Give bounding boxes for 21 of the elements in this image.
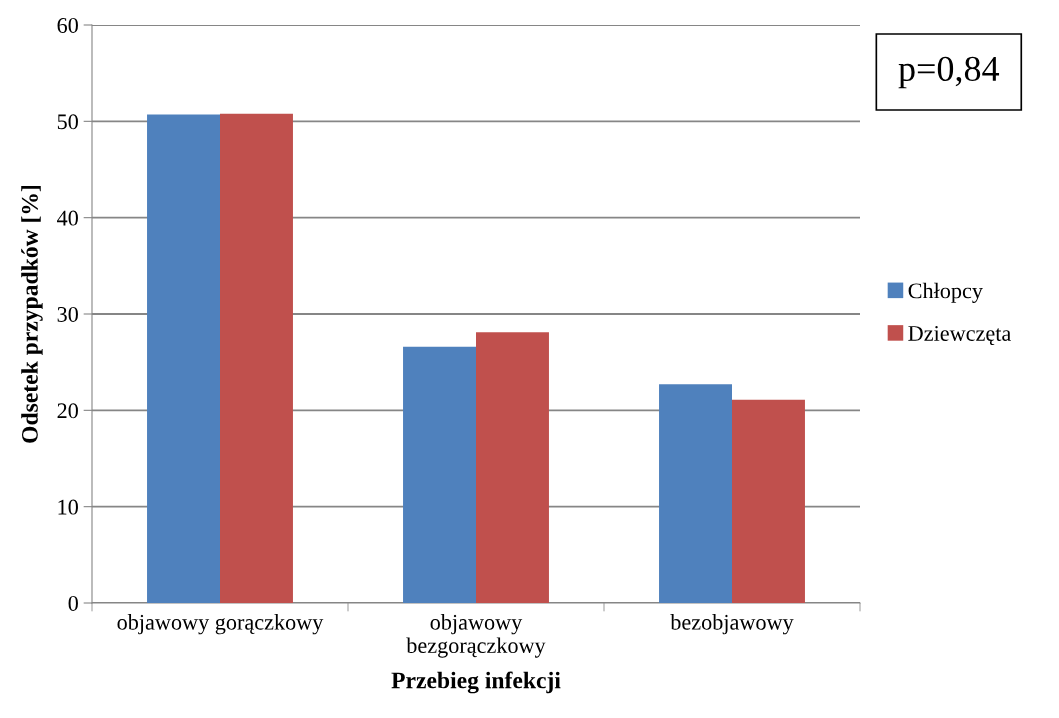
y-axis-title: Odsetek przypadków [%] (21, 185, 43, 443)
bar (732, 399, 805, 603)
bar (403, 346, 476, 603)
bar (147, 114, 220, 603)
y-tick-label: 50 (57, 114, 78, 130)
legend-label: Chłopcy (908, 282, 983, 303)
x-tick-label: bezobjawowy (670, 614, 794, 635)
bar (476, 332, 549, 603)
y-tick-label: 0 (68, 595, 78, 611)
y-tick-label: 20 (57, 403, 78, 419)
y-tick-label: 40 (57, 210, 78, 226)
legend-label: Dziewczęta (908, 325, 1011, 346)
y-tick-label: 10 (58, 499, 78, 515)
x-tick-label: objawowy bezgorączkowy (406, 614, 546, 658)
bar (659, 384, 732, 603)
y-tick-label: 30 (57, 306, 78, 322)
text: p=0,84 (898, 56, 1000, 89)
x-tick-label: objawowy gorączkowy (117, 614, 324, 635)
x-axis-title: Przebieg infekcji (391, 671, 561, 694)
bar (220, 113, 293, 603)
y-tick-label: 60 (57, 17, 78, 33)
